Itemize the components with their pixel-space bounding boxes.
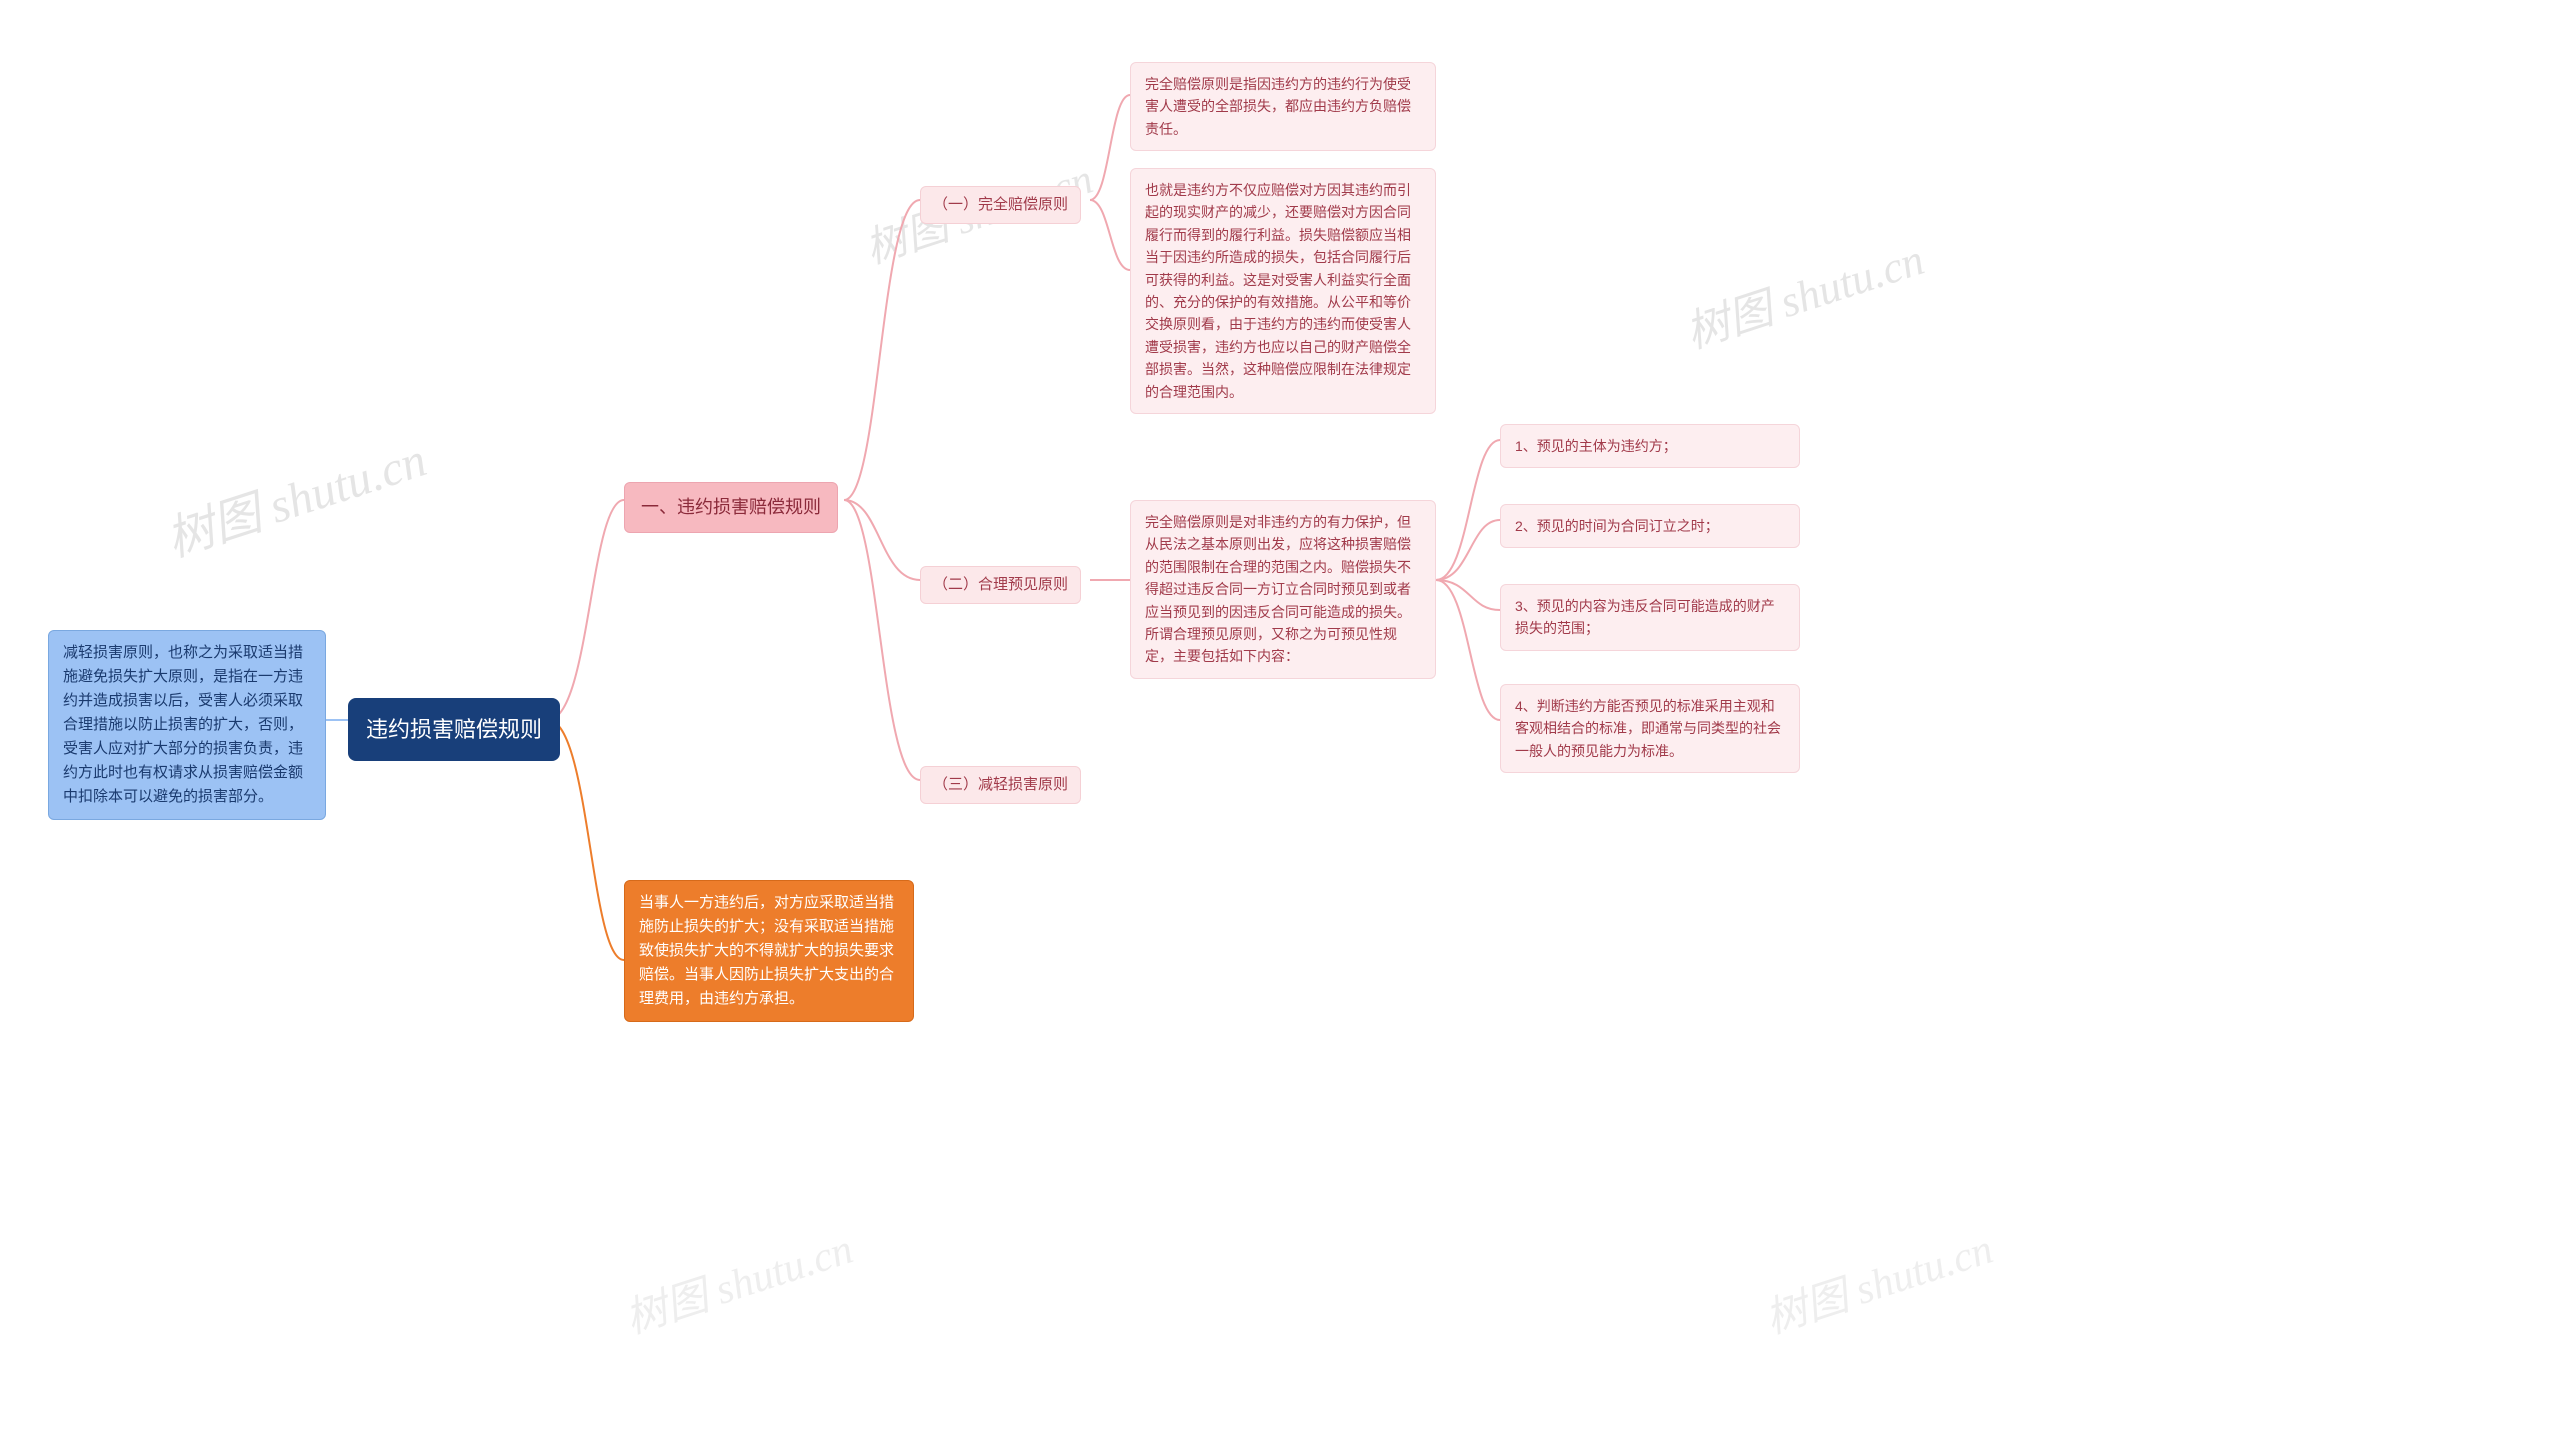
section-1-heading[interactable]: 一、违约损害赔偿规则: [624, 482, 838, 533]
orange-detail-box: 当事人一方违约后，对方应采取适当措施防止损失的扩大；没有采取适当措施致使损失扩大…: [624, 880, 914, 1022]
mitigation-principle-description: 减轻损害原则，也称之为采取适当措施避免损失扩大原则，是指在一方违约并造成损害以后…: [48, 630, 326, 820]
sub-2-item-4: 4、判断违约方能否预见的标准采用主观和客观相结合的标准，即通常与同类型的社会一般…: [1500, 684, 1800, 773]
sub-2-foreseeability[interactable]: （二）合理预见原则: [920, 566, 1081, 604]
sub-1-detail-b: 也就是违约方不仅应赔偿对方因其违约而引起的现实财产的减少，还要赔偿对方因合同履行…: [1130, 168, 1436, 414]
watermark: 树图 shutu.cn: [1676, 223, 1931, 360]
sub-2-item-3: 3、预见的内容为违反合同可能造成的财产损失的范围；: [1500, 584, 1800, 651]
watermark: 树图 shutu.cn: [616, 1215, 859, 1346]
sub-2-item-2: 2、预见的时间为合同订立之时；: [1500, 504, 1800, 548]
sub-2-detail: 完全赔偿原则是对非违约方的有力保护，但从民法之基本原则出发，应将这种损害赔偿的范…: [1130, 500, 1436, 679]
watermark: 树图 shutu.cn: [1756, 1215, 1999, 1346]
root-node[interactable]: 违约损害赔偿规则: [348, 698, 560, 761]
sub-3-mitigation[interactable]: （三）减轻损害原则: [920, 766, 1081, 804]
sub-1-detail-a: 完全赔偿原则是指因违约方的违约行为使受害人遭受的全部损失，都应由违约方负赔偿责任…: [1130, 62, 1436, 151]
watermark: 树图 shutu.cn: [156, 420, 434, 570]
sub-2-item-1: 1、预见的主体为违约方；: [1500, 424, 1800, 468]
sub-1-full-compensation[interactable]: （一）完全赔偿原则: [920, 186, 1081, 224]
